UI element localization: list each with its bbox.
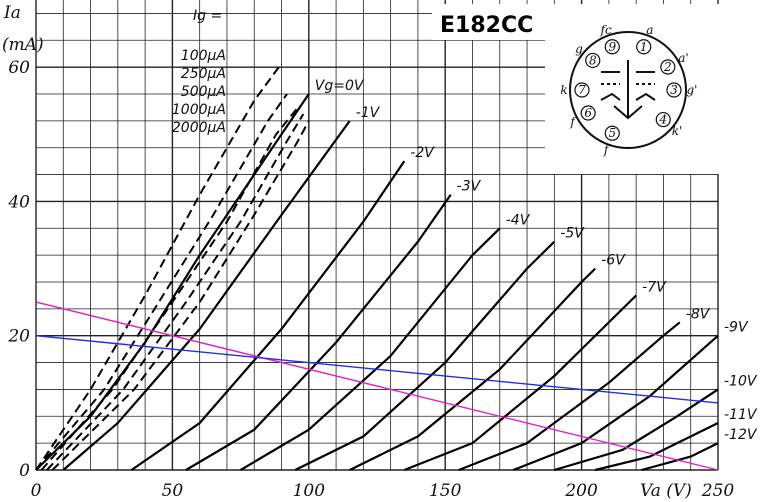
grid-current-curve: [35, 66, 280, 471]
pin-circle: [636, 39, 652, 55]
ig-label: 100μA: [181, 48, 226, 64]
ig-label: 500μA: [181, 84, 226, 100]
grid-current-curves: Ig = 100μA 250μA 500μA 1000μA 2000μA: [35, 8, 310, 471]
pin-number: 1: [640, 40, 648, 54]
cathode-left: [600, 92, 621, 101]
tube-outline-circle: [569, 31, 687, 149]
x-tick-label: 50: [162, 481, 184, 501]
series-label: -7V: [642, 279, 667, 295]
x-tick-label: 0: [31, 481, 42, 501]
pin-circle: [580, 105, 596, 121]
y-tick-label: 20: [7, 327, 30, 347]
series-curve: [641, 442, 719, 472]
x-axis-label: Va (V): [640, 481, 692, 501]
series-label: -4V: [506, 212, 531, 228]
series-curve: [458, 321, 681, 472]
pin-circle: [604, 125, 620, 141]
load-lines: [35, 301, 719, 471]
series-label: -9V: [724, 320, 749, 336]
series-curve: [240, 227, 501, 471]
series-label: -2V: [410, 145, 435, 161]
pin-circle: [585, 52, 601, 69]
series-curve: [130, 160, 406, 471]
x-tick-label: 100: [293, 481, 326, 501]
pin-circle: [604, 39, 620, 55]
pin-number: 5: [608, 126, 616, 140]
series-curve: [294, 240, 556, 471]
series-label: -11V: [724, 407, 758, 423]
pin-label: fc: [600, 23, 612, 37]
pin-number: 6: [584, 106, 592, 120]
pin-number: 9: [608, 40, 616, 54]
series-curve: [403, 294, 637, 472]
pin-circle: [660, 59, 676, 75]
series-curve: [185, 194, 452, 471]
pin-label: k: [560, 83, 567, 97]
series-label: -5V: [560, 226, 585, 242]
load-line: [35, 335, 719, 404]
x-tick-label: 150: [429, 481, 462, 501]
ig-label: 250μA: [181, 66, 226, 82]
ig-label: 1000μA: [172, 102, 226, 118]
series-label: Vg=0V: [315, 78, 365, 94]
pin-circle: [574, 82, 590, 98]
ig-label: 2000μA: [172, 120, 226, 136]
load-line: [35, 301, 719, 471]
series-label: -1V: [356, 105, 381, 121]
pin-number: 4: [658, 113, 667, 127]
y-tick-label: 60: [8, 58, 30, 78]
pin-circle: [655, 111, 671, 128]
pin-number: 8: [589, 53, 597, 67]
pin-label: g: [575, 42, 583, 56]
pin-label: k': [672, 124, 683, 138]
y-tick-label: 0: [19, 461, 30, 481]
pin-number: 3: [670, 83, 678, 97]
pin-label: g': [687, 83, 698, 97]
y-axis-label-top: Ia: [3, 3, 21, 23]
series-label: -6V: [601, 253, 626, 269]
pin-label: a': [678, 51, 688, 65]
series-label: -3V: [457, 179, 482, 195]
series-curve: [594, 422, 719, 472]
series-label: -8V: [686, 306, 711, 322]
ig-header: Ig =: [193, 8, 222, 24]
grid-current-curve: [46, 113, 305, 471]
chart-title: E182CC: [440, 13, 533, 38]
series-labels: Vg=0V -1V -2V -3V -4V -5V -6V -7V -8V -9V -10V -11V…: [315, 78, 758, 443]
pin-label: a: [646, 23, 653, 37]
cathode-right: [635, 92, 656, 101]
pin-label: f: [603, 143, 611, 157]
series-label: -12V: [724, 427, 758, 443]
pin-number: 7: [578, 83, 586, 97]
x-tick-label: 250: [701, 481, 735, 501]
axes: Ia (mA) Va (V) 0 50 100 150 200 250 0 20 40 60: [2, 3, 734, 501]
series-curve: [62, 120, 351, 471]
pin-label: f: [569, 115, 577, 129]
series-label: -10V: [724, 373, 758, 389]
pin-number: 2: [663, 60, 672, 74]
series-curve: [512, 334, 719, 472]
grid-current-curve: [40, 106, 299, 471]
pin-circle: [666, 82, 682, 98]
grid-current-curve: [35, 93, 288, 471]
y-tick-label: 40: [7, 192, 30, 212]
series-curve: [553, 388, 719, 472]
series-curve: [349, 267, 596, 471]
tube-symbol: [600, 60, 656, 120]
x-tick-label: 200: [564, 481, 598, 501]
y-axis-label-unit: (mA): [2, 35, 44, 55]
title-background: [432, 4, 560, 40]
